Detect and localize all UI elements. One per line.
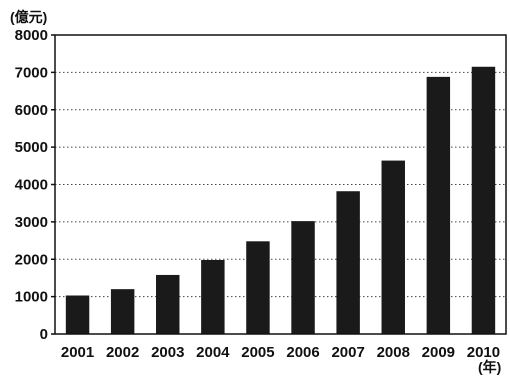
y-axis-ticks: 0 1000 2000 3000 4000 5000 6000 7000 8000 xyxy=(15,27,55,343)
x-axis-ticks: 2001 2002 2003 2004 2005 2006 2007 2008 2009 2010 xyxy=(61,344,500,361)
gridlines xyxy=(55,71,506,298)
bar-2006 xyxy=(291,221,315,334)
bar-2010 xyxy=(471,66,496,335)
x-tick-label: 2007 xyxy=(331,344,364,361)
bar-2001 xyxy=(65,295,90,334)
x-tick-label: 2010 xyxy=(467,344,500,361)
x-tick-label: 2008 xyxy=(377,344,410,361)
y-axis-unit-label: (億元) xyxy=(10,9,47,25)
x-axis-unit-label: (年) xyxy=(478,359,501,375)
y-tick-label: 1000 xyxy=(15,289,48,306)
bar-2008 xyxy=(381,160,405,334)
x-tick-label: 2002 xyxy=(106,344,139,361)
y-tick-label: 5000 xyxy=(15,139,48,156)
y-tick-label: 4000 xyxy=(15,177,48,194)
x-tick-label: 2005 xyxy=(241,344,274,361)
y-tick-label: 0 xyxy=(40,326,48,343)
bar-2009 xyxy=(426,76,451,335)
bars xyxy=(65,66,496,335)
bar-2002 xyxy=(110,289,135,334)
x-tick-label: 2004 xyxy=(196,344,230,361)
x-tick-label: 2003 xyxy=(151,344,184,361)
y-tick-label: 3000 xyxy=(15,214,48,231)
bar-2005 xyxy=(246,241,270,334)
y-tick-label: 2000 xyxy=(15,251,48,268)
y-tick-label: 6000 xyxy=(15,102,48,119)
bar-2003 xyxy=(156,274,180,334)
plot-frame xyxy=(54,34,507,335)
bar-2004 xyxy=(201,259,225,334)
bar-2007 xyxy=(336,191,360,334)
x-tick-label: 2001 xyxy=(61,344,94,361)
y-tick-label: 8000 xyxy=(15,27,48,44)
y-tick-label: 7000 xyxy=(15,64,48,81)
x-tick-label: 2009 xyxy=(422,344,455,361)
x-tick-label: 2006 xyxy=(286,344,319,361)
